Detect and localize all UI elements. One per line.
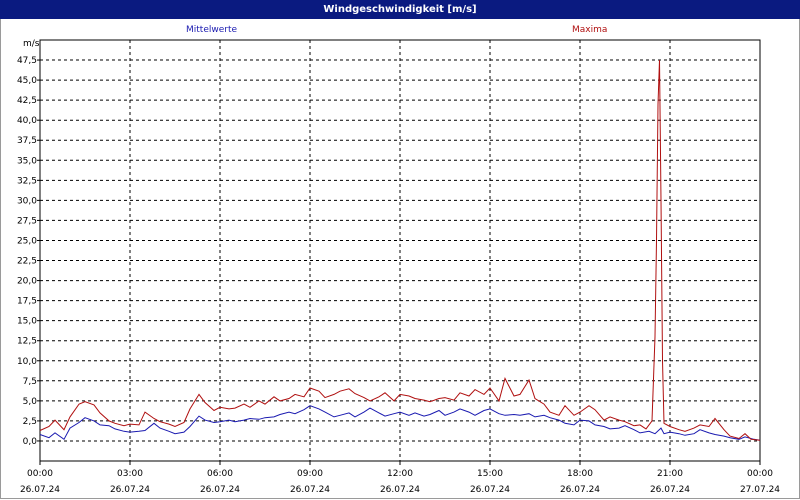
y-tick-label: 42,5	[17, 96, 37, 106]
x-tick-time-label: 06:00	[207, 469, 233, 479]
y-tick-label: 15,0	[17, 317, 37, 327]
y-tick-label: 0,0	[23, 437, 38, 447]
x-tick-date-label: 26.07.24	[650, 485, 690, 495]
y-tick-label: 47,5	[17, 56, 37, 66]
series-line-mittelwerte	[39, 405, 761, 441]
y-tick-label: 5,0	[23, 397, 38, 407]
x-tick-date-label: 26.07.24	[380, 485, 420, 495]
x-tick-time-label: 21:00	[657, 469, 683, 479]
legend-mittelwerte: Mittelwerte	[186, 25, 238, 35]
y-axis-unit-label: m/s	[23, 39, 40, 49]
x-tick-date-label: 26.07.24	[110, 485, 150, 495]
y-tick-label: 10,0	[17, 357, 37, 367]
legend-maxima: Maxima	[572, 25, 608, 35]
x-tick-date-label: 26.07.24	[470, 485, 510, 495]
y-tick-label: 35,0	[17, 156, 37, 166]
y-tick-label: 37,5	[17, 136, 37, 146]
y-tick-label: 12,5	[17, 337, 37, 347]
x-tick-time-label: 15:00	[477, 469, 503, 479]
y-tick-label: 45,0	[17, 76, 37, 86]
y-tick-label: 30,0	[17, 196, 37, 206]
x-tick-date-label: 26.07.24	[290, 485, 330, 495]
y-tick-label: 17,5	[17, 297, 37, 307]
x-tick-time-label: 03:00	[117, 469, 143, 479]
x-tick-date-label: 27.07.24	[740, 485, 780, 495]
x-tick-time-label: 18:00	[567, 469, 593, 479]
x-tick-time-label: 00:00	[747, 469, 773, 479]
x-tick-date-label: 26.07.24	[20, 485, 60, 495]
chart-title: Windgeschwindigkeit [m/s]	[0, 0, 800, 19]
y-tick-label: 32,5	[17, 176, 37, 186]
y-tick-label: 22,5	[17, 257, 37, 267]
y-tick-label: 25,0	[17, 236, 37, 246]
x-tick-time-label: 09:00	[297, 469, 323, 479]
x-tick-date-label: 26.07.24	[200, 485, 240, 495]
y-tick-label: 20,0	[17, 277, 37, 287]
series-line-maxima	[39, 59, 761, 441]
y-tick-label: 40,0	[17, 116, 37, 126]
y-tick-label: 7,5	[23, 377, 37, 387]
x-tick-date-label: 26.07.24	[560, 485, 600, 495]
x-tick-time-label: 12:00	[387, 469, 413, 479]
y-tick-label: 2,5	[23, 417, 37, 427]
x-tick-time-label: 00:00	[27, 469, 53, 479]
y-tick-label: 27,5	[17, 216, 37, 226]
